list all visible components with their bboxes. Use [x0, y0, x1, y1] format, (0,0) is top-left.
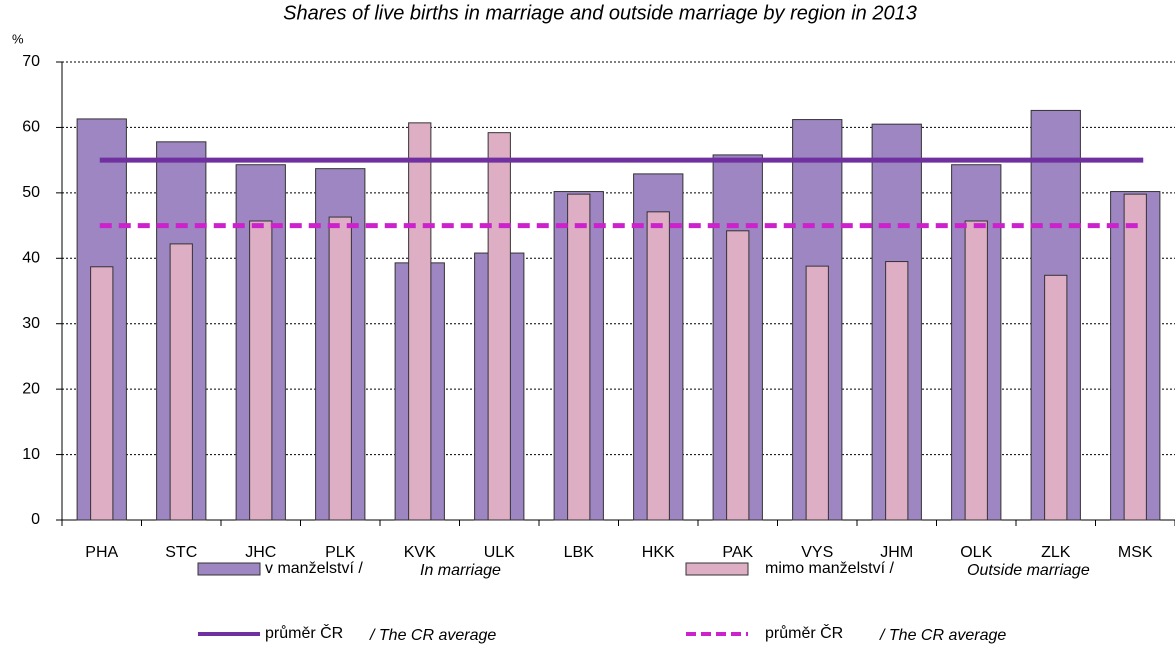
y-tick-label: 10	[22, 446, 40, 463]
bar	[90, 266, 114, 521]
x-tick-label: STC	[165, 544, 197, 561]
x-tick-label: ULK	[484, 544, 515, 561]
x-tick-label: JHC	[245, 544, 276, 561]
y-tick-label: 60	[22, 119, 40, 136]
legend-swatch	[197, 562, 261, 576]
bar	[1123, 193, 1147, 521]
legend-label: průměr ČR	[265, 623, 343, 642]
legend-label: v manželství /	[265, 560, 363, 577]
bar	[805, 265, 829, 521]
y-tick-label: 0	[31, 511, 40, 528]
x-tick-label: HKK	[642, 544, 675, 561]
bar	[1044, 274, 1068, 521]
x-tick-label: PHA	[85, 544, 118, 561]
legend-label: mimo manželství /	[765, 560, 894, 577]
x-tick-label: MSK	[1118, 544, 1153, 561]
bar	[249, 220, 273, 521]
bar	[408, 122, 432, 521]
y-tick-label: 70	[22, 53, 40, 70]
bar	[328, 216, 352, 521]
legend-swatch	[685, 562, 749, 576]
x-tick-label: PLK	[325, 544, 356, 561]
x-tick-label: VYS	[801, 544, 833, 561]
chart-subtitle: Shares of live births in marriage and ou…	[283, 2, 917, 24]
legend-label: průměr ČR	[765, 623, 843, 642]
y-tick-label: 20	[22, 380, 40, 397]
legend-label: In marriage	[420, 562, 501, 579]
bar	[487, 132, 511, 521]
x-tick-label: ZLK	[1041, 544, 1071, 561]
y-tick-label: 30	[22, 315, 40, 332]
bar	[964, 220, 988, 521]
legend-label: / The CR average	[369, 627, 496, 644]
bar	[567, 193, 591, 521]
bar	[646, 211, 670, 521]
x-tick-label: KVK	[404, 544, 436, 561]
x-tick-label: LBK	[564, 544, 595, 561]
bar	[169, 243, 193, 521]
x-tick-label: JHM	[880, 544, 913, 561]
x-tick-label: PAK	[722, 544, 753, 561]
x-tick-label: OLK	[960, 544, 992, 561]
y-tick-label: 50	[22, 184, 40, 201]
legend-label: Outside marriage	[967, 562, 1090, 579]
bar	[885, 261, 909, 521]
legend-label: / The CR average	[879, 627, 1006, 644]
y-unit: %	[12, 31, 24, 46]
bar	[726, 230, 750, 521]
y-tick-label: 40	[22, 250, 40, 267]
